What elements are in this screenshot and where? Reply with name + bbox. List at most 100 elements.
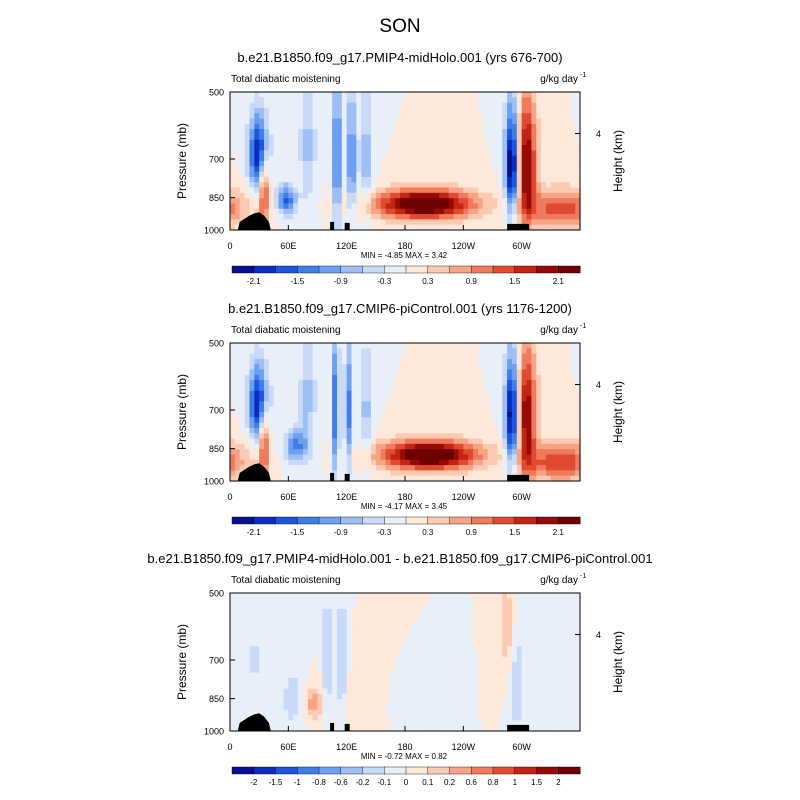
field-cell: [502, 593, 508, 599]
field-cell: [278, 182, 285, 189]
field-cell: [409, 208, 416, 215]
field-cell: [536, 422, 542, 429]
field-cell: [273, 667, 280, 674]
field-cell: [502, 603, 508, 610]
field-cell: [497, 651, 503, 658]
field-cell: [405, 113, 411, 120]
field-cell: [560, 396, 567, 402]
field-cell: [409, 385, 416, 392]
field-cell: [264, 662, 270, 668]
field-cell: [502, 470, 508, 477]
field-cell: [497, 422, 503, 429]
field-cell: [400, 203, 406, 210]
field-cell: [541, 608, 547, 615]
field-cell: [302, 438, 309, 445]
field-cell: [507, 646, 513, 652]
field-cell: [351, 208, 357, 215]
field-cell: [288, 470, 294, 477]
field-cell: [249, 358, 255, 365]
field-cell: [254, 438, 260, 445]
field-cell: [234, 624, 241, 631]
field-cell: [507, 401, 513, 408]
field-cell: [443, 390, 450, 397]
field-cell: [273, 150, 280, 157]
field-cell: [244, 113, 251, 120]
field-cell: [487, 358, 494, 365]
field-cell: [264, 412, 270, 418]
field-cell: [273, 614, 280, 621]
field-cell: [293, 369, 299, 376]
field-cell: [448, 139, 455, 146]
field-cell: [268, 412, 275, 418]
field-cell: [336, 443, 343, 450]
colorbar-swatch: [275, 265, 298, 274]
field-cell: [477, 406, 484, 413]
field-cell: [507, 412, 513, 418]
field-cell: [492, 208, 498, 215]
field-cell: [531, 412, 537, 418]
field-cell: [570, 208, 576, 215]
field-cell: [298, 113, 304, 120]
field-cell: [395, 630, 401, 637]
field-cell: [502, 662, 508, 668]
field-cell: [492, 385, 498, 392]
field-cell: [507, 219, 513, 226]
field-cell: [293, 380, 299, 387]
field-cell: [575, 219, 581, 226]
field-cell: [458, 123, 464, 130]
field-cell: [312, 593, 319, 599]
field-cell: [536, 118, 542, 125]
field-cell: [395, 646, 401, 652]
field-cell: [288, 176, 294, 183]
field-cell: [555, 92, 562, 98]
field-cell: [497, 353, 503, 360]
field-cell: [424, 396, 430, 402]
field-cell: [244, 438, 251, 445]
field-cell: [429, 593, 435, 599]
field-cell: [400, 150, 406, 157]
field-cell: [341, 374, 348, 381]
field-cell: [497, 470, 503, 477]
field-cell: [492, 465, 498, 471]
field-cell: [380, 443, 387, 450]
field-cell: [264, 380, 270, 387]
field-cell: [473, 646, 479, 652]
field-cell: [419, 107, 426, 114]
field-cell: [507, 353, 513, 360]
field-cell: [531, 182, 537, 189]
field-cell: [526, 390, 532, 397]
field-cell: [234, 598, 241, 605]
field-cell: [341, 113, 348, 120]
field-cell: [385, 113, 392, 120]
field-cell: [230, 139, 236, 146]
field-label: Total diabatic moistening: [231, 74, 341, 85]
field-cell: [268, 145, 275, 151]
field-cell: [293, 635, 299, 642]
field-cell: [268, 134, 275, 141]
field-cell: [463, 656, 469, 663]
field-cell: [317, 449, 323, 456]
y-tick-label: 1000: [204, 477, 224, 487]
field-cell: [434, 603, 440, 610]
field-cell: [366, 438, 372, 445]
field-cell: [322, 374, 328, 381]
field-cell: [273, 651, 280, 658]
field-cell: [380, 667, 387, 674]
field-cell: [424, 192, 430, 199]
field-cell: [390, 348, 396, 355]
field-cell: [307, 646, 314, 652]
field-cell: [283, 438, 289, 445]
field-cell: [482, 667, 489, 674]
field-cell: [463, 145, 469, 151]
field-cell: [351, 433, 357, 440]
field-cell: [507, 422, 513, 429]
field-cell: [332, 134, 338, 141]
field-cell: [477, 443, 484, 450]
field-cell: [336, 369, 343, 376]
field-cell: [375, 224, 382, 231]
field-cell: [370, 427, 377, 434]
field-cell: [545, 219, 552, 226]
field-cell: [545, 92, 552, 98]
field-cell: [341, 427, 348, 434]
field-cell: [458, 353, 464, 360]
